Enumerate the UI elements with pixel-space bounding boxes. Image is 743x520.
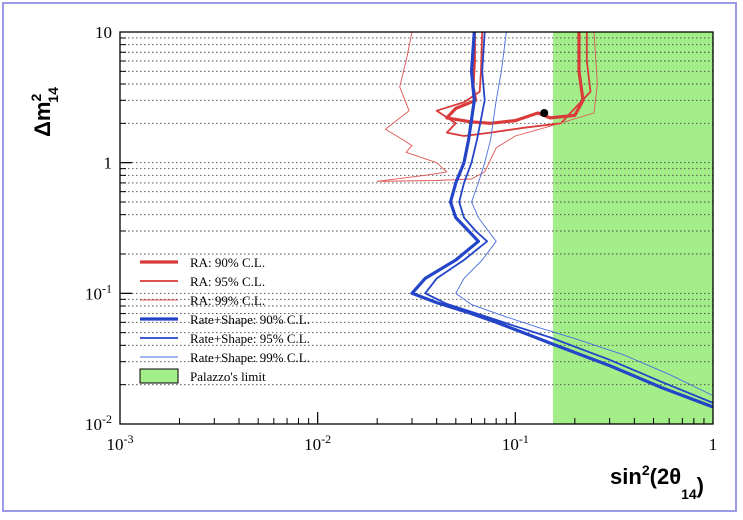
series-line-5	[424, 32, 713, 404]
series-line-4	[410, 32, 713, 409]
legend-label-6: Rate+Shape: 99% C.L.	[190, 350, 310, 365]
legend-label-7: Palazzo's limit	[190, 369, 266, 384]
x-tick-label: 1	[709, 435, 718, 454]
x-axis-title: sin2(2θ14)	[610, 462, 704, 502]
x-tick-label: 10-1	[502, 432, 529, 454]
y-axis-title: Δm214	[28, 87, 61, 137]
palazzo-region-rect	[552, 32, 713, 424]
legend-label-4: Rate+Shape: 90% C.L.	[190, 312, 310, 327]
palazzo-limit-region	[552, 32, 713, 424]
contour-curves	[376, 32, 713, 409]
series-line-3	[376, 32, 598, 182]
y-tick-label: 10-1	[85, 281, 112, 303]
axis-ticks	[119, 31, 714, 425]
best-fit-point	[540, 108, 549, 117]
axis-titles: sin2(2θ14) Δm214	[28, 87, 704, 502]
grid-lines	[120, 37, 713, 386]
legend-swatch-palazzo	[139, 368, 179, 384]
best-fit-marker	[540, 108, 549, 117]
x-tick-label: 10-2	[304, 432, 331, 454]
y-tick-label: 10-2	[85, 412, 112, 434]
legend-label-1: RA: 90% C.L.	[190, 255, 265, 270]
y-tick-label: 10	[95, 23, 112, 42]
legend-label-2: RA: 95% C.L.	[190, 274, 265, 289]
y-tick-label: 1	[104, 154, 113, 173]
legend: RA: 90% C.L. RA: 95% C.L. RA: 99% C.L. Rate…	[139, 255, 310, 384]
legend-label-5: Rate+Shape: 95% C.L.	[190, 331, 310, 346]
chart-frame: 10-3 10-2 10-1 1 10-2 10-1 1 10 sin2(2θ14) Δm214…	[2, 2, 737, 512]
plot-border	[119, 31, 714, 425]
legend-label-3: RA: 99% C.L.	[190, 293, 265, 308]
x-tick-label: 10-3	[107, 432, 134, 454]
series-line-6	[455, 32, 713, 397]
